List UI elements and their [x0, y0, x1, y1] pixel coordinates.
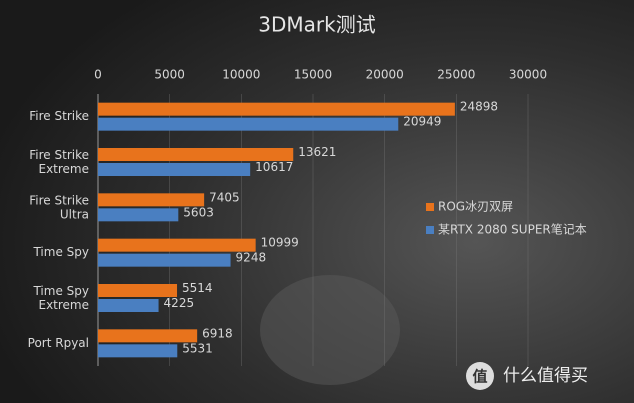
- value-label: 20949: [403, 115, 441, 129]
- y-tick-label: Port Rpyal: [28, 336, 89, 350]
- bar: [98, 117, 399, 131]
- bar: [98, 208, 179, 222]
- bar: [98, 299, 159, 312]
- bar: [98, 344, 178, 358]
- y-tick-label: Fire Strike Extreme: [29, 148, 89, 176]
- value-label: 9248: [236, 251, 267, 265]
- value-label: 10999: [261, 236, 299, 250]
- x-tick-label: 30000: [509, 68, 547, 82]
- y-tick-label: Time Spy: [32, 245, 89, 259]
- x-tick-label: 25000: [437, 68, 475, 82]
- value-label: 4225: [164, 296, 195, 310]
- value-label: 10617: [255, 160, 293, 174]
- bar: [98, 193, 205, 207]
- x-tick-label: 5000: [154, 68, 185, 82]
- bar: [98, 148, 294, 161]
- bar: [98, 238, 256, 252]
- y-tick-label: Time Spy Extreme: [32, 284, 89, 312]
- legend-swatch: [426, 203, 434, 211]
- value-label: 24898: [460, 100, 498, 114]
- value-label: 5603: [183, 205, 214, 219]
- mouse-photo: [260, 275, 400, 385]
- x-tick-label: 0: [94, 68, 102, 82]
- value-label: 6918: [202, 326, 233, 340]
- value-label: 5514: [182, 281, 213, 295]
- bar: [98, 284, 178, 297]
- chart-title: 3DMark测试: [258, 13, 375, 37]
- legend-label: ROG冰刃双屏: [438, 200, 513, 214]
- svg-text:值: 值: [472, 368, 487, 386]
- bar: [98, 163, 251, 176]
- bar: [98, 102, 455, 116]
- value-label: 13621: [298, 145, 336, 159]
- y-tick-label: Fire Strike Ultra: [29, 193, 89, 221]
- x-tick-label: 20000: [366, 68, 404, 82]
- legend-label: 某RTX 2080 SUPER笔记本: [438, 222, 587, 237]
- value-label: 7405: [209, 190, 240, 204]
- bar: [98, 253, 231, 267]
- x-tick-label: 10000: [222, 68, 260, 82]
- legend-swatch: [426, 226, 434, 234]
- watermark: 什么值得买: [503, 366, 588, 386]
- x-tick-label: 15000: [294, 68, 332, 82]
- watermark-logo: 值: [466, 362, 494, 390]
- bar: [98, 329, 198, 343]
- y-tick-label: Fire Strike: [29, 109, 89, 123]
- value-label: 5531: [182, 341, 213, 355]
